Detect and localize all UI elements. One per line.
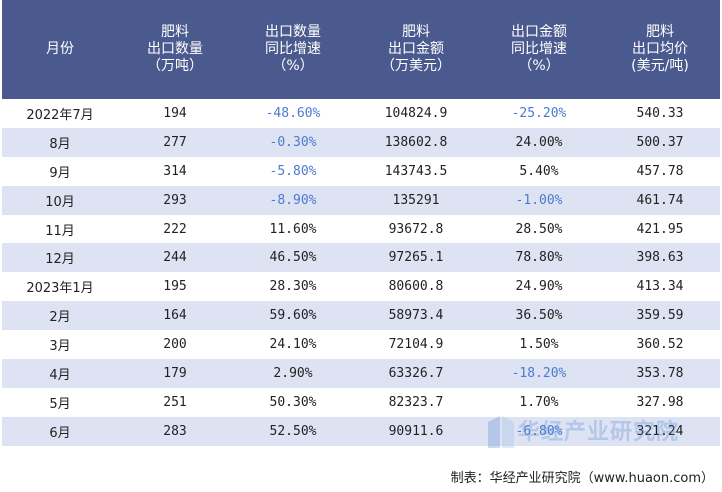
cell-month: 9月 <box>2 156 118 186</box>
cell-avg-price: 398.63 <box>600 243 720 273</box>
cell-value-yoy: 1.70% <box>478 387 600 417</box>
cell-avg-price: 413.34 <box>600 272 720 302</box>
cell-export-value: 135291 <box>354 185 478 215</box>
cell-month: 8月 <box>2 127 118 157</box>
cell-month: 11月 <box>2 214 118 244</box>
cell-avg-price: 421.95 <box>600 214 720 244</box>
cell-month: 5月 <box>2 387 118 417</box>
cell-value-yoy: 24.90% <box>478 272 600 302</box>
cell-export-volume: 164 <box>118 301 232 331</box>
cell-avg-price: 321.24 <box>600 416 720 446</box>
table-row: 2023年1月 195 28.30% 80600.8 24.90% 413.34 <box>2 272 720 302</box>
cell-export-value: 58973.4 <box>354 301 478 331</box>
cell-month: 2022年7月 <box>2 99 118 128</box>
data-table-container: 月份 肥料 出口数量 （万吨） 出口数量 同比增速 （%） 肥料 出口金额 （万… <box>2 0 720 446</box>
cell-volume-yoy: 28.30% <box>232 272 354 302</box>
table-body: 2022年7月 194 -48.60% 104824.9 -25.20% 540.33 8月… <box>2 99 720 446</box>
cell-export-volume: 314 <box>118 156 232 186</box>
cell-avg-price: 360.52 <box>600 330 720 360</box>
header-export-volume: 肥料 出口数量 （万吨） <box>118 0 232 99</box>
header-month: 月份 <box>2 0 118 99</box>
cell-avg-price: 327.98 <box>600 387 720 417</box>
cell-month: 4月 <box>2 359 118 388</box>
table-row: 2月 164 59.60% 58973.4 36.50% 359.59 <box>2 301 720 331</box>
cell-export-value: 63326.7 <box>354 359 478 388</box>
cell-export-volume: 251 <box>118 387 232 417</box>
cell-export-volume: 222 <box>118 214 232 244</box>
cell-avg-price: 500.37 <box>600 127 720 157</box>
cell-export-value: 82323.7 <box>354 387 478 417</box>
header-value-yoy: 出口金额 同比增速 （%） <box>478 0 600 99</box>
cell-value-yoy: 5.40% <box>478 156 600 186</box>
cell-value-yoy: 78.80% <box>478 243 600 273</box>
cell-volume-yoy: 50.30% <box>232 387 354 417</box>
table-row: 8月 277 -0.30% 138602.8 24.00% 500.37 <box>2 127 720 157</box>
cell-value-yoy: -6.80% <box>478 416 600 446</box>
table-row: 3月 200 24.10% 72104.9 1.50% 360.52 <box>2 330 720 360</box>
table-row: 2022年7月 194 -48.60% 104824.9 -25.20% 540.33 <box>2 99 720 128</box>
header-volume-yoy: 出口数量 同比增速 （%） <box>232 0 354 99</box>
table-row: 11月 222 11.60% 93672.8 28.50% 421.95 <box>2 214 720 244</box>
cell-volume-yoy: -0.30% <box>232 127 354 157</box>
cell-volume-yoy: -5.80% <box>232 156 354 186</box>
cell-export-value: 138602.8 <box>354 127 478 157</box>
cell-export-volume: 293 <box>118 185 232 215</box>
header-avg-price: 肥料 出口均价 (美元/吨) <box>600 0 720 99</box>
cell-volume-yoy: -8.90% <box>232 185 354 215</box>
cell-month: 6月 <box>2 416 118 446</box>
cell-export-value: 97265.1 <box>354 243 478 273</box>
cell-volume-yoy: 59.60% <box>232 301 354 331</box>
cell-export-volume: 283 <box>118 416 232 446</box>
cell-avg-price: 461.74 <box>600 185 720 215</box>
cell-export-value: 80600.8 <box>354 272 478 302</box>
cell-value-yoy: 36.50% <box>478 301 600 331</box>
cell-export-volume: 244 <box>118 243 232 273</box>
cell-volume-yoy: 46.50% <box>232 243 354 273</box>
cell-value-yoy: -18.20% <box>478 359 600 388</box>
cell-export-volume: 195 <box>118 272 232 302</box>
cell-month: 10月 <box>2 185 118 215</box>
fertilizer-export-table: 月份 肥料 出口数量 （万吨） 出口数量 同比增速 （%） 肥料 出口金额 （万… <box>2 0 720 446</box>
cell-value-yoy: -25.20% <box>478 99 600 128</box>
cell-export-value: 90911.6 <box>354 416 478 446</box>
cell-value-yoy: 28.50% <box>478 214 600 244</box>
header-export-value: 肥料 出口金额 （万美元） <box>354 0 478 99</box>
cell-volume-yoy: 11.60% <box>232 214 354 244</box>
table-row: 9月 314 -5.80% 143743.5 5.40% 457.78 <box>2 156 720 186</box>
cell-export-volume: 179 <box>118 359 232 388</box>
cell-avg-price: 353.78 <box>600 359 720 388</box>
cell-month: 12月 <box>2 243 118 273</box>
cell-value-yoy: -1.00% <box>478 185 600 215</box>
cell-volume-yoy: 2.90% <box>232 359 354 388</box>
table-row: 10月 293 -8.90% 135291 -1.00% 461.74 <box>2 185 720 215</box>
cell-month: 2023年1月 <box>2 272 118 302</box>
cell-month: 3月 <box>2 330 118 360</box>
cell-volume-yoy: 24.10% <box>232 330 354 360</box>
table-row: 5月 251 50.30% 82323.7 1.70% 327.98 <box>2 387 720 417</box>
source-footer: 制表：华经产业研究院（www.huaon.com） <box>450 471 714 486</box>
cell-volume-yoy: -48.60% <box>232 99 354 128</box>
cell-avg-price: 359.59 <box>600 301 720 331</box>
cell-volume-yoy: 52.50% <box>232 416 354 446</box>
cell-export-value: 93672.8 <box>354 214 478 244</box>
cell-export-value: 72104.9 <box>354 330 478 360</box>
cell-export-volume: 200 <box>118 330 232 360</box>
cell-export-value: 143743.5 <box>354 156 478 186</box>
table-row: 4月 179 2.90% 63326.7 -18.20% 353.78 <box>2 359 720 388</box>
cell-value-yoy: 24.00% <box>478 127 600 157</box>
cell-export-value: 104824.9 <box>354 99 478 128</box>
table-row: 12月 244 46.50% 97265.1 78.80% 398.63 <box>2 243 720 273</box>
cell-month: 2月 <box>2 301 118 331</box>
cell-export-volume: 194 <box>118 99 232 128</box>
header-row: 月份 肥料 出口数量 （万吨） 出口数量 同比增速 （%） 肥料 出口金额 （万… <box>2 0 720 99</box>
cell-avg-price: 457.78 <box>600 156 720 186</box>
cell-export-volume: 277 <box>118 127 232 157</box>
table-row: 6月 283 52.50% 90911.6 -6.80% 321.24 <box>2 416 720 446</box>
cell-avg-price: 540.33 <box>600 99 720 128</box>
cell-value-yoy: 1.50% <box>478 330 600 360</box>
